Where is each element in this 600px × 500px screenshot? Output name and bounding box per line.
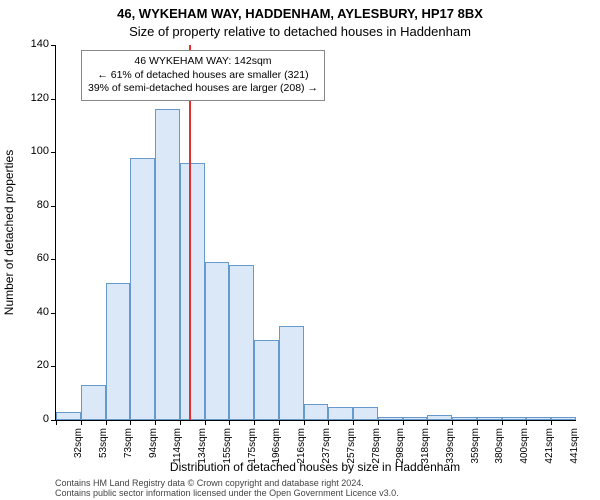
xtick-mark [279,420,280,425]
copyright-line1: Contains HM Land Registry data © Crown c… [55,478,575,488]
histogram-bar [403,417,428,420]
ytick-label: 20 [19,359,49,371]
ytick-mark [51,99,56,100]
xtick-mark [254,420,255,425]
histogram-bar [155,109,180,420]
xtick-mark [130,420,131,425]
copyright-line2: Contains public sector information licen… [55,488,575,498]
histogram-bar [353,407,378,420]
histogram-bar [229,265,254,420]
xtick-mark [502,420,503,425]
xtick-mark [403,420,404,425]
histogram-bar [477,417,502,420]
xtick-mark [81,420,82,425]
histogram-bar [106,283,131,420]
histogram-bar [502,417,527,420]
histogram-bar [551,417,576,420]
xtick-mark [155,420,156,425]
chart-container: 46, WYKEHAM WAY, HADDENHAM, AYLESBURY, H… [0,0,600,500]
annotation-line3: 39% of semi-detached houses are larger (… [88,82,318,96]
histogram-bar [328,407,353,420]
xtick-mark [551,420,552,425]
xtick-mark [452,420,453,425]
ytick-mark [51,313,56,314]
ytick-label: 40 [19,306,49,318]
ytick-label: 60 [19,252,49,264]
copyright-footer: Contains HM Land Registry data © Crown c… [55,478,575,499]
histogram-bar [56,412,81,420]
histogram-bar [180,163,205,420]
histogram-bar [452,417,477,420]
xtick-mark [427,420,428,425]
ytick-mark [51,366,56,367]
histogram-bar [304,404,329,420]
plot-area: 02040608010012014032sqm53sqm73sqm94sqm11… [55,45,576,421]
reference-line [189,45,191,420]
histogram-bar [526,417,551,420]
ytick-mark [51,152,56,153]
xtick-mark [477,420,478,425]
ytick-label: 120 [19,92,49,104]
ytick-label: 80 [19,199,49,211]
chart-title-line2: Size of property relative to detached ho… [0,24,600,39]
xtick-mark [180,420,181,425]
x-axis-label: Distribution of detached houses by size … [55,460,575,474]
xtick-mark [378,420,379,425]
y-axis-label: Number of detached properties [2,45,20,420]
annotation-line1: 46 WYKEHAM WAY: 142sqm [88,55,318,69]
histogram-bar [378,417,403,420]
xtick-mark [56,420,57,425]
histogram-bar [81,385,106,420]
annotation-line2: ← 61% of detached houses are smaller (32… [88,69,318,83]
xtick-mark [526,420,527,425]
xtick-mark [106,420,107,425]
annotation-box: 46 WYKEHAM WAY: 142sqm← 61% of detached … [81,50,325,101]
xtick-mark [353,420,354,425]
histogram-bar [254,340,279,420]
chart-title-line1: 46, WYKEHAM WAY, HADDENHAM, AYLESBURY, H… [0,6,600,21]
ytick-label: 0 [19,413,49,425]
histogram-bar [130,158,155,421]
histogram-bar [427,415,452,420]
histogram-bar [205,262,230,420]
xtick-mark [328,420,329,425]
histogram-bar [279,326,304,420]
ytick-mark [51,45,56,46]
xtick-mark [229,420,230,425]
xtick-mark [304,420,305,425]
ytick-label: 140 [19,38,49,50]
ytick-mark [51,259,56,260]
ytick-mark [51,206,56,207]
xtick-mark [205,420,206,425]
ytick-label: 100 [19,145,49,157]
